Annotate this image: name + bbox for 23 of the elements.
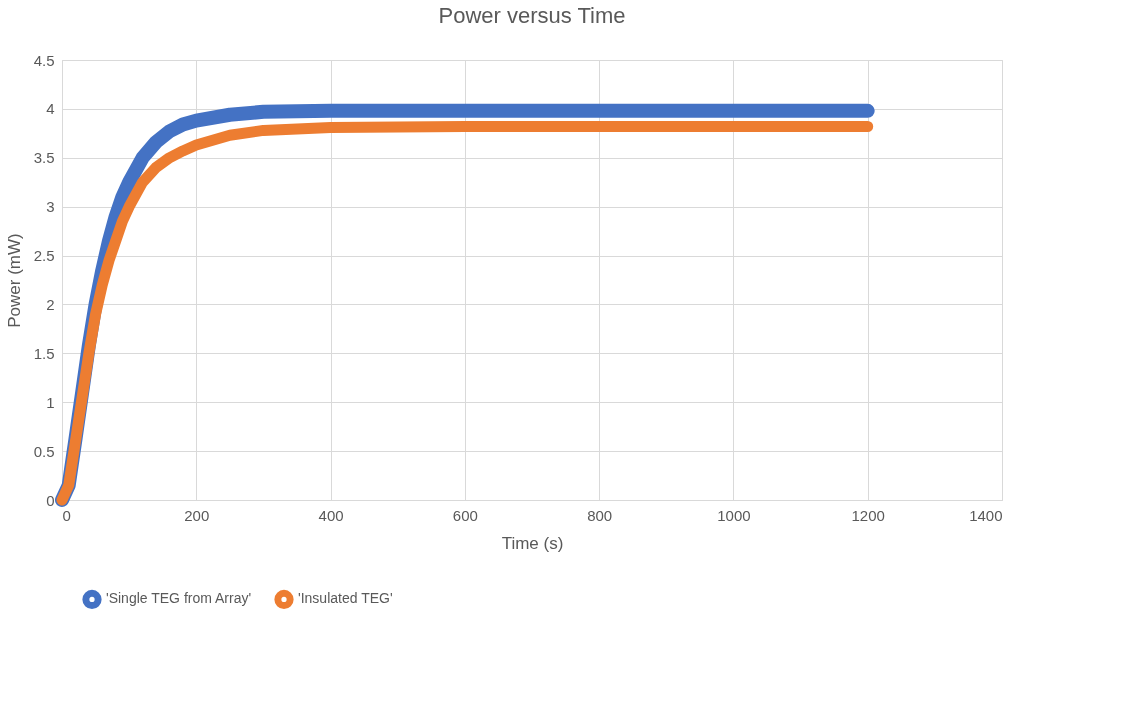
y-tick-label: 2 bbox=[46, 295, 55, 313]
x-tick-label: 800 bbox=[587, 506, 613, 524]
x-axis-title: Time (s) bbox=[501, 533, 564, 553]
y-tick-label: 0 bbox=[46, 491, 55, 509]
y-tick-label: 4.5 bbox=[33, 51, 55, 69]
x-tick-label: 1400 bbox=[969, 506, 1003, 524]
y-axis-title: Power (mW) bbox=[4, 233, 24, 328]
y-tick-label: 2.5 bbox=[33, 247, 55, 265]
y-tick-label: 0.5 bbox=[33, 442, 55, 460]
y-tick-label: 1.5 bbox=[33, 344, 55, 362]
x-tick-label: 600 bbox=[452, 506, 478, 524]
x-tick-label: 200 bbox=[184, 506, 210, 524]
x-tick-label: 0 bbox=[62, 506, 71, 524]
x-tick-label: 1000 bbox=[717, 506, 751, 524]
chart-title: Power versus Time bbox=[438, 3, 626, 28]
x-tick-label: 1200 bbox=[851, 506, 885, 524]
x-tick-label: 400 bbox=[318, 506, 344, 524]
y-tick-label: 4 bbox=[46, 100, 55, 118]
legend-label: 'Insulated TEG' bbox=[298, 590, 393, 607]
y-tick-label: 1 bbox=[46, 393, 55, 411]
y-tick-label: 3.5 bbox=[33, 149, 55, 167]
legend-label: 'Single TEG from Array' bbox=[106, 590, 252, 607]
y-tick-label: 3 bbox=[46, 198, 55, 216]
